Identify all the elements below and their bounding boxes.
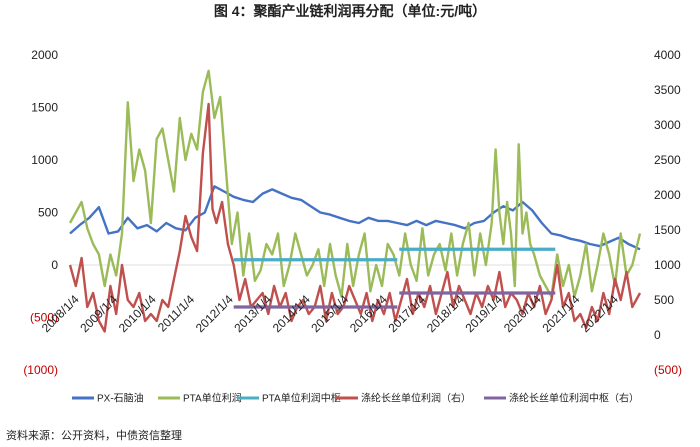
series-pta-profit xyxy=(68,69,642,298)
legend-label: PTA单位利润 xyxy=(183,392,242,405)
left-y-tick-label: 1000 xyxy=(31,153,58,167)
left-y-tick-label: 500 xyxy=(38,206,58,220)
right-y-tick-label: 2500 xyxy=(654,153,681,167)
left-y-axis: (1000) (500) 0 500 1000 1500 2000 xyxy=(23,48,58,377)
x-tick-label: 2018/1/4 xyxy=(424,292,467,335)
right-y-tick-label: 0 xyxy=(654,328,661,342)
right-y-axis: (500) 0 500 1000 1500 2000 2500 3000 3500 4000 xyxy=(654,48,682,377)
legend-label: 涤纶长丝单位利润（右） xyxy=(361,392,471,405)
x-tick-label: 2022/1/4 xyxy=(578,292,621,335)
series-px-naphtha xyxy=(69,185,641,251)
right-y-tick-label: 3500 xyxy=(654,83,681,97)
right-y-tick-label: 4000 xyxy=(654,48,681,62)
right-y-tick-label: 1500 xyxy=(654,223,681,237)
left-y-tick-label: 2000 xyxy=(31,48,58,62)
source-note: 资料来源：公开资料，中债资信整理 xyxy=(6,430,182,442)
legend-label: PX-石脑油 xyxy=(97,392,144,405)
right-y-tick-label: 1000 xyxy=(654,258,681,272)
series-layer xyxy=(68,69,642,333)
left-y-tick-label: (500) xyxy=(30,311,58,325)
legend-label: PTA单位利润中枢 xyxy=(262,392,341,405)
left-y-tick-label: 1500 xyxy=(31,101,58,115)
legend-label: 涤纶长丝单位利润中枢（右） xyxy=(509,392,639,405)
chart-title: 图 4：聚酯产业链利润再分配（单位:元/吨） xyxy=(213,3,487,19)
legend: PX-石脑油 PTA单位利润 PTA单位利润中枢 涤纶长丝单位利润（右） 涤纶长丝单位利… xyxy=(72,392,639,405)
left-y-tick-label: (1000) xyxy=(23,363,58,377)
right-y-tick-label: 2000 xyxy=(654,188,681,202)
right-y-tick-label: 500 xyxy=(654,293,674,307)
left-y-tick-label: 0 xyxy=(51,258,58,272)
right-y-tick-label: 3000 xyxy=(654,118,681,132)
x-tick-label: 2012/1/4 xyxy=(193,292,236,335)
x-tick-label: 2009/1/4 xyxy=(77,292,120,335)
x-tick-label: 2011/1/4 xyxy=(155,292,198,335)
right-y-tick-label: (500) xyxy=(654,363,682,377)
series-polyester-profit xyxy=(68,102,642,333)
